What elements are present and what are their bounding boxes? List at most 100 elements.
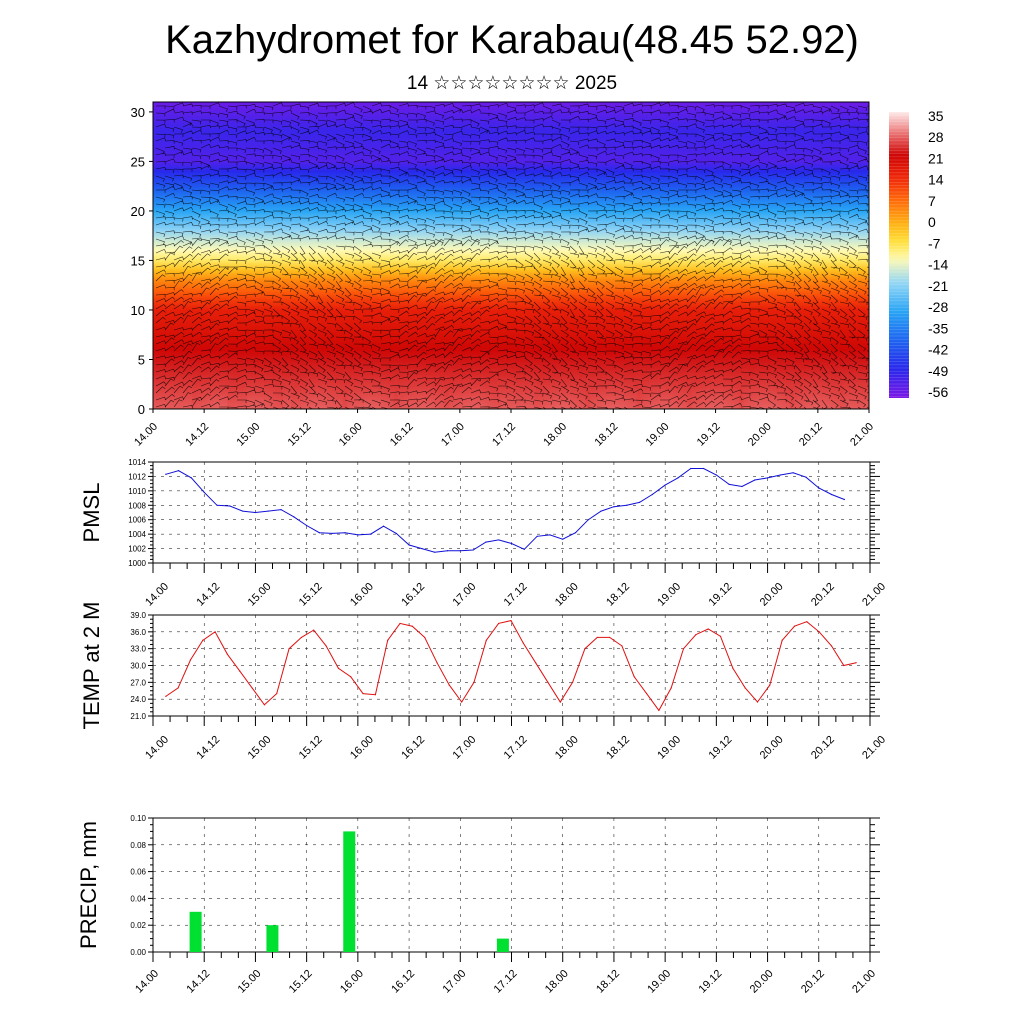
- pmsl-point-11: [306, 524, 308, 527]
- pmsl-point-39: [664, 484, 666, 486]
- heatmap-x-tick-label-11: 19.12: [695, 421, 723, 449]
- temp-at-2-m-x-tick-label-10: 19.00: [655, 734, 683, 762]
- heatmap-y-tick-label-3: 15: [131, 253, 145, 268]
- pmsl-point-18: [395, 532, 397, 535]
- pmsl-point-32: [574, 532, 577, 534]
- pmsl-point-50: [805, 476, 807, 478]
- temp-point-18: [387, 639, 389, 641]
- heatmap-y-tick-label-4: 20: [131, 204, 145, 219]
- temp-point-20: [411, 625, 413, 627]
- pmsl-y-tick-label-6: 1012: [128, 472, 146, 481]
- pmsl-point-40: [677, 477, 679, 479]
- colorbar-label-1: 28: [928, 129, 944, 145]
- precip-x-tick-label-12: 20.00: [748, 968, 776, 996]
- precip-x-tick-label-10: 19.00: [645, 968, 673, 996]
- temp-point-28: [510, 620, 512, 622]
- pmsl-y-tick-label-7: 1014: [128, 458, 146, 467]
- temp-point-7: [251, 687, 253, 689]
- pmsl-point-47: [766, 477, 769, 479]
- temp-point-8: [263, 704, 266, 706]
- warm-core-5: [444, 353, 501, 409]
- precip-x-tick-label-7: 17.12: [492, 968, 520, 996]
- heatmap-field: [153, 102, 869, 409]
- temp-at-2-m-x-tick-label-14: 21.00: [860, 734, 888, 762]
- pmsl-point-49: [792, 472, 794, 474]
- precip-x-tick-label-6: 17.00: [440, 968, 468, 996]
- precip-x-tick-label-0: 14.00: [133, 968, 161, 996]
- colorbar-label-0: 35: [928, 108, 944, 124]
- heatmap-x-tick-label-1: 14.12: [183, 421, 211, 449]
- temp-point-45: [719, 635, 722, 637]
- pmsl-point-0: [165, 473, 167, 475]
- precip-x-tick-label-13: 20.12: [799, 968, 827, 996]
- temp-at-2-m-y-tick-label-4: 33.0: [130, 645, 146, 654]
- precip-y-tick-label-2: 0.04: [130, 894, 146, 903]
- heatmap-x-tick-label-10: 19.00: [644, 421, 672, 449]
- temp-point-15: [350, 676, 352, 678]
- colorbar-label-8: -21: [928, 278, 948, 294]
- temp-point-31: [547, 681, 549, 683]
- pmsl-x-tick-label-13: 20.12: [809, 581, 837, 609]
- temp-point-51: [793, 625, 796, 627]
- temp-point-1: [177, 687, 179, 689]
- panel-2: 21.0 24.0 27.0 30.0 33.0 36.0 39.0 14.00 14.12 15…: [79, 602, 888, 762]
- pmsl-axis-title: PMSL: [79, 483, 104, 543]
- precip-x-tick-label-14: 21.00: [850, 968, 878, 996]
- precip-bar-1: [266, 925, 279, 952]
- pmsl-point-27: [510, 542, 513, 545]
- temp-at-2-m-x-tick-label-3: 15.12: [297, 734, 325, 762]
- pmsl-point-30: [549, 534, 551, 536]
- temp-point-52: [806, 621, 808, 623]
- pmsl-y-tick-label-4: 1008: [128, 501, 146, 510]
- temp-point-9: [276, 692, 278, 695]
- pmsl-point-10: [293, 516, 295, 518]
- pmsl-x-tick-label-7: 17.12: [502, 581, 530, 609]
- colorbar-label-10: -35: [928, 320, 948, 336]
- pmsl-point-43: [715, 474, 717, 476]
- pmsl-point-37: [638, 501, 641, 503]
- temp-point-35: [596, 636, 598, 639]
- temp-point-6: [239, 670, 241, 672]
- pmsl-y-tick-label-5: 1010: [128, 487, 146, 496]
- temp-at-2-m-y-tick-label-1: 24.0: [130, 695, 146, 704]
- temp-point-13: [325, 645, 327, 647]
- temp-point-27: [498, 622, 500, 625]
- pmsl-point-19: [408, 544, 410, 546]
- pmsl-point-12: [318, 532, 321, 534]
- temp-at-2-m-y-tick-label-3: 30.0: [130, 662, 146, 671]
- warm-core-8: [636, 353, 693, 409]
- pmsl-point-14: [344, 532, 346, 534]
- pmsl-point-51: [818, 487, 820, 489]
- temp-point-29: [522, 642, 524, 644]
- colorbar-label-2: 21: [928, 150, 944, 166]
- pmsl-point-42: [702, 467, 705, 470]
- temp-point-33: [572, 681, 574, 683]
- colorbar-label-13: -56: [928, 384, 948, 400]
- heatmap-x-tick-label-8: 18.00: [541, 421, 569, 449]
- temp-at-2-m-x-tick-label-6: 17.00: [450, 734, 478, 762]
- pmsl-point-1: [178, 470, 180, 472]
- temp-point-38: [633, 676, 635, 678]
- temp-point-39: [645, 692, 648, 695]
- temp-point-21: [424, 636, 426, 639]
- temp-point-19: [399, 622, 401, 625]
- pmsl-point-52: [830, 493, 833, 496]
- precip-y-tick-label-5: 0.10: [130, 814, 146, 823]
- colorbar-label-11: -42: [928, 342, 948, 358]
- temp-point-48: [756, 701, 759, 703]
- pmsl-y-tick-label-0: 1000: [128, 559, 146, 568]
- temp-point-25: [473, 681, 475, 683]
- panel-1: 1000 1002 1004 1006 1008 1010 1012 1014 14.00 14.…: [79, 458, 888, 609]
- pmsl-point-3: [203, 491, 205, 493]
- pmsl-point-16: [370, 533, 372, 535]
- pmsl-point-46: [754, 479, 756, 481]
- temp-point-44: [707, 628, 709, 630]
- temp-point-34: [584, 648, 586, 650]
- precip-axis-title: PRECIP, mm: [76, 821, 101, 949]
- precip-x-tick-label-2: 15.00: [236, 968, 264, 996]
- temp-point-4: [214, 631, 216, 633]
- temp-point-46: [732, 667, 734, 669]
- temp-point-23: [448, 684, 450, 686]
- precip-y-tick-label-0: 0.00: [130, 948, 146, 957]
- warm-core-9: [687, 353, 744, 409]
